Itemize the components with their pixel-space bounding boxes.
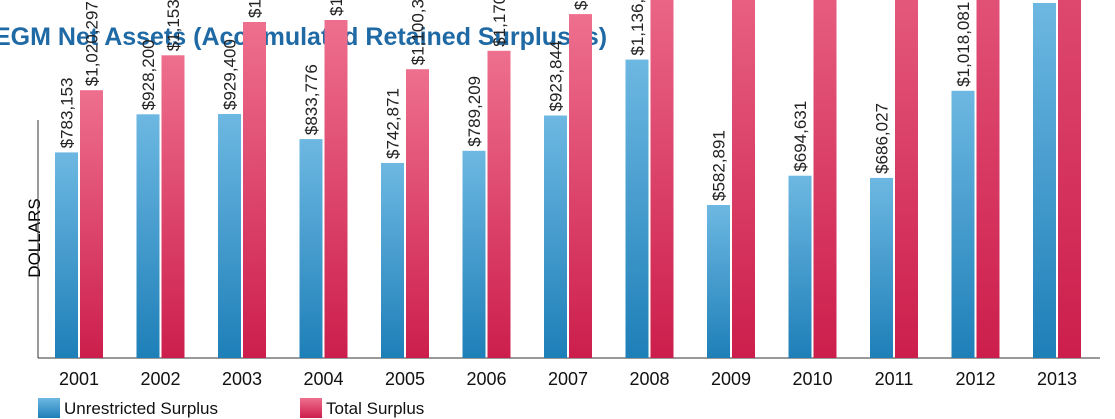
bar-total-2002 xyxy=(161,55,185,359)
x-tick-2010: 2010 xyxy=(792,369,832,389)
value-label-unrestricted-2002: $928,200 xyxy=(139,39,158,110)
bar-unrestricted-2011 xyxy=(870,177,893,358)
x-tick-2006: 2006 xyxy=(466,369,506,389)
value-label-total-2002: $1,153,042 xyxy=(164,0,183,51)
value-label-total-2004: $1,287,464 xyxy=(327,0,346,16)
legend: Unrestricted Surplus Total Surplus xyxy=(38,398,424,418)
legend-label-total: Total Surplus xyxy=(326,399,424,418)
x-tick-labels: 2001 2002 2003 2004 2005 2006 2007 2008 2009 2010… xyxy=(59,369,1077,389)
x-tick-2009: 2009 xyxy=(711,369,751,389)
value-label-unrestricted-2008: $1,136,631 xyxy=(628,0,647,56)
value-label-unrestricted-2005: $742,871 xyxy=(384,88,403,159)
bar-unrestricted-2006 xyxy=(462,150,486,358)
bar-unrestricted-2012 xyxy=(951,90,975,359)
x-tick-2002: 2002 xyxy=(140,369,180,389)
x-tick-2007: 2007 xyxy=(548,369,588,389)
bar-total-2003 xyxy=(243,22,266,358)
value-label-total-2007: $1,310,085 xyxy=(572,0,591,10)
bar-unrestricted-2007 xyxy=(544,115,567,358)
x-tick-2013: 2013 xyxy=(1037,369,1077,389)
value-label-total-2005: $1,100,341 xyxy=(409,0,428,65)
value-label-unrestricted-2006: $789,209 xyxy=(465,76,484,147)
legend-label-unrestricted: Unrestricted Surplus xyxy=(64,399,218,418)
bar-total-2006 xyxy=(487,50,511,359)
value-label-total-2001: $1,020,297 xyxy=(83,1,102,86)
bar-unrestricted-2013 xyxy=(1033,3,1056,358)
bar-total-2007 xyxy=(569,14,592,358)
x-tick-2011: 2011 xyxy=(875,369,914,389)
x-tick-2008: 2008 xyxy=(629,369,669,389)
bar-unrestricted-2003 xyxy=(218,114,241,358)
x-tick-2001: 2001 xyxy=(59,369,99,389)
value-label-unrestricted-2009: $582,891 xyxy=(710,130,729,201)
bar-total-2012 xyxy=(976,0,1000,358)
legend-swatch-unrestricted xyxy=(38,398,60,418)
x-tick-2004: 2004 xyxy=(303,369,343,389)
bar-total-2004 xyxy=(324,20,348,358)
bar-unrestricted-2010 xyxy=(788,175,812,358)
bar-unrestricted-2004 xyxy=(299,139,323,358)
y-axis-label: DOLLARS xyxy=(25,198,44,277)
x-tick-2012: 2012 xyxy=(955,369,995,389)
value-label-unrestricted-2010: $694,631 xyxy=(791,101,810,172)
bar-total-2010 xyxy=(813,0,837,359)
bar-unrestricted-2002 xyxy=(136,114,160,358)
x-tick-2003: 2003 xyxy=(222,369,262,389)
bar-total-2011 xyxy=(895,0,918,359)
bar-total-2008 xyxy=(650,0,674,358)
legend-swatch-total xyxy=(300,398,322,418)
x-tick-2005: 2005 xyxy=(385,369,425,389)
bar-total-2001 xyxy=(80,90,103,358)
bar-unrestricted-2009 xyxy=(707,205,730,358)
bar-unrestricted-2005 xyxy=(381,163,404,358)
bar-total-2005 xyxy=(406,69,429,358)
value-label-unrestricted-2001: $783,153 xyxy=(58,77,77,148)
value-label-total-2006: $1,170,245 xyxy=(490,0,509,47)
bar-total-2009 xyxy=(732,0,755,358)
bar-unrestricted-2008 xyxy=(625,59,649,358)
bar-value-labels: $783,153 $1,020,297 $928,200 $1,153,042 $929… xyxy=(58,0,974,201)
bar-unrestricted-2001 xyxy=(55,152,78,358)
bars-layer xyxy=(55,0,1081,359)
bar-total-2013 xyxy=(1058,0,1081,359)
value-label-unrestricted-2007: $923,844 xyxy=(547,41,566,112)
value-label-unrestricted-2004: $833,776 xyxy=(302,64,321,135)
value-label-unrestricted-2003: $929,400 xyxy=(221,39,240,110)
value-label-total-2003: $1,280,004 xyxy=(246,0,265,18)
chart-title: EGM Net Assets (Accumulated Retained Sur… xyxy=(0,23,607,51)
value-label-unrestricted-2012: $1,018,081 xyxy=(954,2,973,87)
value-label-unrestricted-2011: $686,027 xyxy=(873,103,892,174)
